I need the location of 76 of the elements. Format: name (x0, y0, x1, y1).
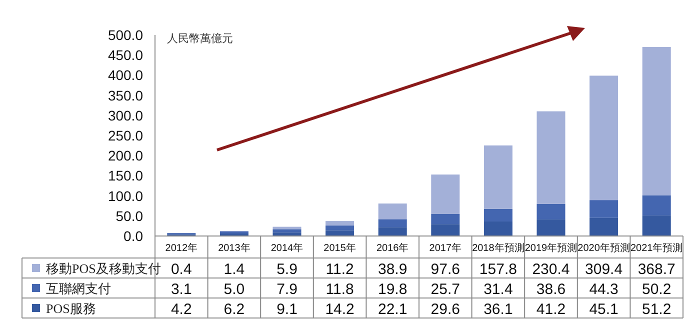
y-tick-label: 200.0 (108, 148, 144, 164)
bar (378, 219, 407, 228)
bar (642, 215, 671, 236)
data-label: 230.4 (532, 261, 570, 278)
bar (590, 218, 618, 236)
data-label: 9.1 (276, 301, 298, 318)
y-tick-label: 400.0 (108, 67, 144, 84)
x-tick-label: 2015年 (324, 242, 356, 254)
data-label: 6.2 (224, 301, 245, 318)
bar (642, 47, 671, 196)
data-label: 14.2 (325, 301, 354, 318)
data-label: 368.7 (638, 261, 676, 278)
data-label: 44.3 (589, 281, 618, 298)
data-label: 51.2 (642, 301, 672, 318)
x-tick-label: 2013年 (218, 242, 250, 254)
y-tick-label: 300.0 (108, 107, 144, 124)
y-tick-label: 500.0 (108, 27, 144, 43)
bar (378, 204, 407, 220)
data-label: 38.9 (378, 261, 408, 278)
bar (590, 200, 618, 218)
data-label: 19.8 (378, 281, 408, 298)
data-label: 11.2 (326, 261, 354, 278)
data-label: 45.1 (589, 301, 618, 318)
data-label: 36.1 (484, 301, 513, 318)
bar (536, 204, 566, 220)
bar (590, 76, 618, 200)
bar (431, 224, 460, 236)
data-label: 11.8 (326, 281, 354, 298)
x-tick-label: 2019年預測 (524, 242, 578, 254)
x-tick-label: 2012年 (165, 242, 198, 254)
data-label: 50.2 (642, 281, 672, 298)
y-tick-label: 250.0 (108, 128, 144, 144)
bar (326, 221, 354, 226)
data-label: 25.7 (430, 281, 460, 298)
x-tick-label: 2014年 (270, 242, 304, 254)
y-tick-label: 0.0 (124, 228, 144, 244)
bar (484, 221, 512, 236)
y-axis-title: 人民幣萬億元 (167, 32, 233, 45)
data-label: 22.1 (378, 301, 408, 318)
data-label: 157.8 (479, 261, 517, 278)
y-tick-label: 350.0 (108, 87, 144, 104)
data-label: 3.1 (170, 281, 192, 298)
y-tick-label: 450.0 (108, 47, 144, 64)
x-tick-label: 2017年 (429, 242, 462, 254)
x-tick-label: 2016年 (376, 242, 409, 254)
data-label: 0.4 (170, 261, 192, 278)
data-label: 4.2 (170, 301, 192, 318)
legend-label: 互聯網支付 (46, 281, 111, 296)
bar (272, 229, 302, 232)
bar (431, 214, 460, 224)
legend-label: 移動POS及移動支付 (46, 261, 161, 276)
data-label: 1.4 (224, 261, 245, 278)
bar (642, 195, 671, 216)
x-tick-label: 2020年預測 (578, 242, 630, 254)
data-label: 31.4 (484, 281, 513, 298)
data-label: 38.6 (536, 281, 566, 298)
y-tick-label: 150.0 (108, 168, 144, 184)
data-label: 309.4 (585, 261, 623, 278)
data-label: 97.6 (430, 261, 460, 278)
bar (326, 226, 354, 230)
bar (536, 219, 566, 236)
x-tick-label: 2018年預測 (472, 242, 524, 254)
bar (536, 111, 566, 204)
data-label: 5.9 (276, 261, 298, 278)
bar (484, 145, 512, 209)
bar (431, 174, 460, 214)
bar (378, 227, 407, 236)
legend-label: POS服務 (46, 301, 96, 316)
data-label: 41.2 (536, 301, 566, 318)
y-tick-label: 100.0 (108, 188, 144, 204)
data-label: 7.9 (276, 281, 298, 298)
x-tick-label: 2021年預測 (630, 242, 683, 254)
y-tick-label: 50.0 (116, 208, 144, 224)
data-label: 5.0 (224, 281, 245, 298)
data-label: 29.6 (430, 301, 460, 318)
bar (484, 208, 512, 222)
